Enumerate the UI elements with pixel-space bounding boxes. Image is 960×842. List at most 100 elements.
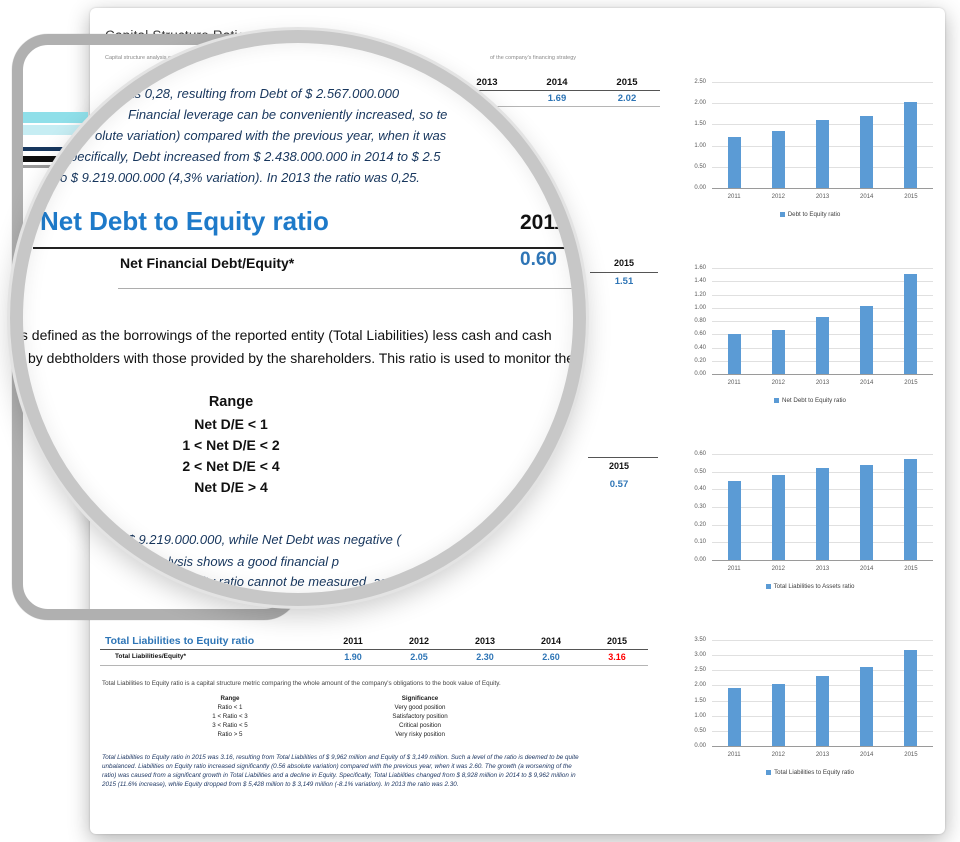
top-table-values: 1.69 2.02	[452, 93, 662, 104]
bottom-section-heading: Total Liabilities to Equity ratio	[105, 635, 255, 647]
bar-series	[712, 640, 933, 746]
y-axis-tick: 0.40	[694, 344, 706, 351]
y-axis-tick: 2.00	[694, 100, 706, 107]
x-axis-label: 2014	[860, 566, 874, 572]
commentary-line: unbalanced. Liabilities on Equity ratio …	[102, 763, 572, 770]
y-axis-tick: 1.50	[694, 697, 706, 704]
year-cell: 2012	[408, 636, 430, 646]
gridline	[712, 374, 933, 375]
y-axis-tick: 0.20	[694, 357, 706, 364]
gridline	[712, 188, 933, 189]
bar-series	[712, 82, 933, 188]
y-axis-tick: 1.60	[694, 265, 706, 271]
x-axis-label: 2015	[904, 194, 918, 200]
bar	[904, 273, 918, 374]
range-item: Net D/E < 1	[194, 416, 268, 432]
legend-swatch	[774, 398, 780, 403]
top-table-years: 2013 2014 2015	[452, 77, 662, 88]
x-axis: 2011 2012 2013 2014 2015	[712, 194, 933, 200]
bar-cell	[756, 640, 800, 746]
x-axis-label: 2012	[771, 752, 785, 758]
commentary-line: Total Liabilities to Equity ratio in 201…	[102, 754, 579, 761]
bar-cell	[712, 454, 756, 560]
bar-cell	[756, 82, 800, 188]
value-cell: 2.60	[542, 652, 560, 662]
range-item: 2 < Net D/E < 4	[182, 458, 280, 474]
y-axis-tick: 0.60	[694, 451, 706, 457]
value-cell: 2.05	[410, 652, 428, 662]
year-cell: 2015	[616, 77, 638, 88]
x-axis-label: 2015	[904, 380, 918, 386]
gridline	[712, 103, 933, 105]
bar-cell	[889, 454, 933, 560]
magnified-definition-line: by debtholders with those provided by th…	[28, 350, 573, 366]
y-axis-tick: 1.00	[694, 304, 706, 311]
bar	[771, 130, 785, 188]
gridline	[712, 560, 933, 561]
magnifier-lens: was 0,28, resulting from Debt of $ 2.567…	[10, 30, 586, 606]
range-cell: 1 < Ratio < 3	[212, 713, 248, 720]
y-axis-tick: 0.40	[694, 486, 706, 493]
bar-cell	[756, 454, 800, 560]
bottom-range-table: Range Significance Ratio < 1 Very good p…	[150, 694, 530, 739]
bar	[727, 688, 741, 746]
x-axis-label: 2015	[904, 752, 918, 758]
table-rule	[100, 649, 648, 650]
range-row: Ratio > 5 Very risky position	[150, 730, 530, 739]
y-axis-tick: 1.00	[694, 712, 706, 719]
bar	[904, 102, 918, 188]
magnified-fragment-bar-black	[16, 156, 88, 162]
bar-cell	[712, 82, 756, 188]
y-axis: 2.50 2.00 1.50 1.00 0.50 0.00	[682, 79, 709, 191]
chart-net-debt-to-equity-ratio: 1.60 1.40 1.20 1.00 0.80 0.60 0.40 0.20 0.00 201…	[682, 260, 938, 412]
legend-swatch	[765, 584, 771, 589]
side-col-value: 0.57	[609, 479, 629, 490]
bar-cell	[889, 82, 933, 188]
magnified-metric-label: Net Financial Debt/Equity*	[120, 255, 295, 271]
bar	[816, 676, 829, 746]
gridline	[712, 281, 933, 283]
significance-cell: Very good position	[394, 704, 446, 711]
value-cell-alert: 3.16	[608, 652, 626, 662]
bar	[771, 329, 785, 374]
bar-cell	[712, 268, 756, 374]
bar	[860, 116, 874, 188]
bar-cell	[712, 640, 756, 746]
chart-total-liabilities-to-assets-ratio: 0.60 0.50 0.40 0.30 0.20 0.10 0.00 2011 2012 201…	[682, 446, 938, 598]
bar	[727, 480, 741, 560]
magnified-fragment-bar-pale	[16, 125, 88, 135]
legend-label: Debt to Equity ratio	[787, 211, 841, 218]
magnified-fineprint: In 2015 Total Liab	[70, 576, 130, 585]
magnified-comment-line: ble. However, the analysis shows a good …	[42, 554, 340, 569]
magnified-metric-value: 0.60	[520, 249, 557, 270]
bar-cell	[889, 268, 933, 374]
range-row: Ratio < 1 Very good position	[150, 703, 530, 712]
magnified-intro-line: olute variation) compared with the previ…	[95, 128, 447, 143]
metric-rule	[118, 288, 573, 289]
magnified-section-heading: Net Debt to Equity ratio	[40, 206, 329, 236]
plot-area	[712, 640, 933, 747]
x-axis-label: 2013	[815, 194, 830, 200]
x-axis-label: 2014	[860, 380, 874, 386]
year-cell: 2011	[343, 636, 363, 646]
bar-cell	[800, 268, 844, 374]
table-rule	[100, 665, 648, 666]
gridline	[712, 307, 933, 309]
side-col-value: 1.51	[614, 276, 634, 287]
range-row: 1 < Ratio < 3 Satisfactory position	[150, 712, 530, 721]
bar	[860, 667, 874, 746]
x-axis-label: 2012	[771, 194, 785, 200]
magnified-heading-year: 2011	[520, 211, 566, 234]
y-axis-tick: 0.00	[694, 185, 706, 191]
side-col-year: 2015	[608, 461, 630, 471]
bar	[727, 136, 741, 188]
y-axis: 3.50 3.00 2.50 2.00 1.50 1.00 0.50 0.00	[682, 637, 709, 749]
table-rule	[588, 457, 658, 458]
y-axis-tick: 2.50	[694, 667, 706, 674]
plot-area	[712, 454, 933, 561]
y-axis-tick: 0.00	[694, 371, 706, 377]
y-axis-tick: 1.00	[694, 142, 706, 149]
year-cell: 2015	[606, 636, 628, 646]
bar	[860, 464, 874, 560]
x-axis-label: 2014	[860, 752, 874, 758]
